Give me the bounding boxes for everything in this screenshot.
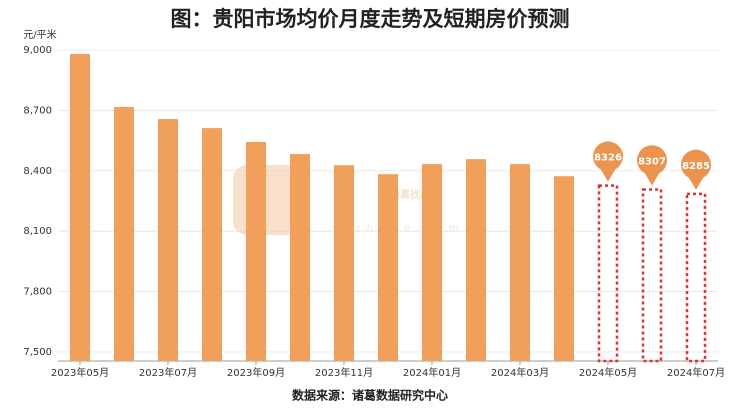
x-tick-label: 2024年03月 <box>491 366 549 379</box>
bar <box>510 164 530 361</box>
label-balloon <box>637 145 667 186</box>
bar <box>422 164 442 361</box>
x-tick-label: 2024年05月 <box>579 366 637 379</box>
bar <box>114 106 134 362</box>
y-tick-label: 8,100 <box>23 226 52 237</box>
y-tick-label: 7,800 <box>23 287 52 298</box>
y-tick-label: 9,000 <box>23 45 52 56</box>
data-label: 8326 <box>594 153 622 164</box>
y-tick-label: 7,500 <box>23 347 52 358</box>
label-balloon <box>593 141 623 182</box>
bar <box>378 174 398 361</box>
chart-title: 图：贵阳市场均价月度走势及短期房价预测 <box>171 7 570 31</box>
x-tick-label: 2023年09月 <box>227 366 285 379</box>
source-note: 数据来源：诸葛数据研究中心 <box>292 388 448 403</box>
y-tick-label: 8,400 <box>23 166 52 177</box>
y-tick-label: 8,700 <box>23 105 52 116</box>
forecast-bar <box>685 192 707 363</box>
y-axis-label: 元/平米 <box>23 28 56 41</box>
label-balloon <box>681 149 712 190</box>
data-label: 8285 <box>682 161 710 172</box>
x-tick-label: 2024年07月 <box>667 366 725 379</box>
bar <box>466 159 486 361</box>
bar <box>246 141 266 361</box>
forecast-bar <box>597 184 619 363</box>
bar <box>202 128 222 361</box>
watermark: 诸葛找房 <box>390 188 430 201</box>
x-tick-label: 2023年05月 <box>51 366 109 379</box>
x-tick-label: 2023年11月 <box>315 366 373 379</box>
bar <box>334 165 354 361</box>
bar <box>158 119 178 362</box>
x-tick-label: 2024年01月 <box>403 366 461 379</box>
forecast-bar <box>641 188 663 363</box>
x-tick-label: 2023年07月 <box>139 366 197 379</box>
watermark: zhuge.com <box>356 223 465 234</box>
bar <box>290 154 310 361</box>
bar <box>70 54 90 362</box>
bar <box>554 176 574 361</box>
data-label: 8307 <box>638 156 666 167</box>
